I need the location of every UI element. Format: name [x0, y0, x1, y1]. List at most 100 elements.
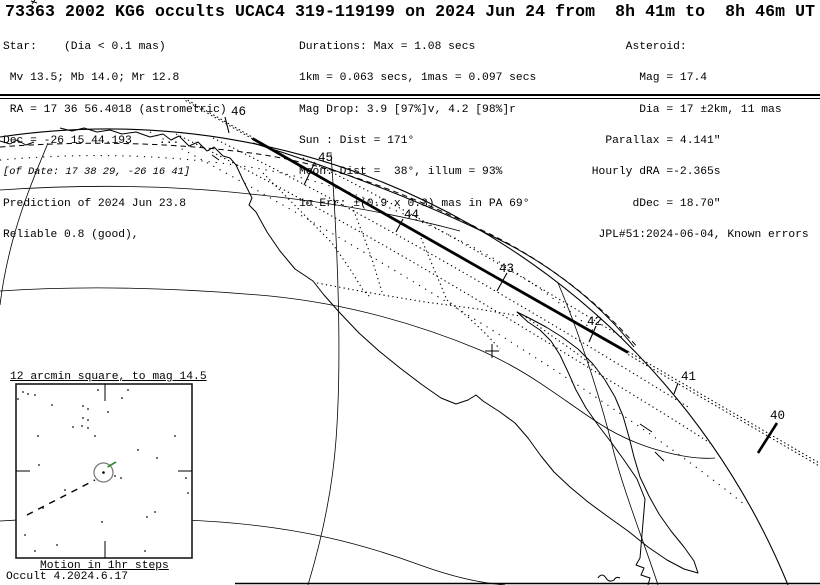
path-extension-top-b — [185, 100, 254, 140]
coast-west-na-baja-gulf — [229, 157, 699, 585]
border-rio-grande — [525, 316, 597, 369]
asteroid-line: Dia = 17 ±2km, 11 mas — [585, 103, 782, 116]
asteroid-info-column: Asteroid: Mag = 17.4 Dia = 17 ±2km, 11 m… — [585, 21, 809, 261]
field-star — [27, 393, 29, 395]
field-star — [64, 489, 66, 491]
minute-label-44: 44 — [404, 208, 419, 222]
field-star — [101, 521, 103, 523]
field-star — [107, 411, 109, 413]
star-line: Mv 13.5; Mb 14.0; Mr 12.8 — [3, 72, 180, 85]
star-info-column: Star: (Dia < 0.1 mas) Mv 13.5; Mb 14.0; … — [3, 21, 227, 261]
event-line: 1km = 0.063 secs, 1mas = 0.097 secs — [299, 72, 537, 85]
field-star — [72, 426, 74, 428]
field-star — [82, 417, 84, 419]
star-line: Prediction of 2024 Jun 23.8 — [3, 197, 187, 210]
field-star — [34, 394, 36, 396]
meridian-2 — [307, 153, 340, 585]
minute-label-45: 45 — [318, 151, 333, 165]
asteroid-line: dDec = 18.70" — [585, 197, 721, 210]
field-star — [87, 419, 89, 421]
field-star — [114, 475, 116, 477]
inset-caption: Motion in 1hr steps — [40, 560, 169, 572]
field-star — [38, 464, 40, 466]
path-extension-top-a — [183, 97, 253, 138]
minute-tick-46 — [224, 116, 230, 134]
field-star — [51, 404, 53, 406]
event-line: Durations: Max = 1.08 secs — [299, 40, 476, 53]
target-star-circle — [93, 462, 114, 483]
field-star — [22, 391, 24, 393]
minute-tick-41 — [673, 382, 679, 395]
field-star — [87, 427, 89, 429]
field-star — [82, 405, 84, 407]
minute-label-46: 46 — [231, 105, 246, 119]
field-star — [154, 511, 156, 513]
minute-label-43: 43 — [499, 262, 514, 276]
path-centerline — [251, 137, 629, 354]
target-star-dot — [102, 471, 105, 474]
event-info-column: Durations: Max = 1.08 secs 1km = 0.063 s… — [299, 21, 536, 230]
field-star — [146, 516, 148, 518]
star-line: Reliable 0.8 (good), — [3, 229, 139, 242]
event-line: Mag Drop: 3.9 [97%]v, 4.2 [98%]r — [299, 103, 516, 116]
star-line: RA = 17 36 56.4018 (astrometric) — [3, 103, 227, 116]
field-star — [56, 544, 58, 546]
field-star — [81, 425, 83, 427]
field-star — [121, 397, 123, 399]
event-line: Sun : Dist = 171° — [299, 134, 415, 147]
field-star — [87, 408, 89, 410]
inset-starfield — [17, 389, 189, 552]
header-separator-thick — [0, 94, 820, 96]
field-star — [185, 477, 187, 479]
field-star — [94, 435, 96, 437]
asteroid-line: Mag = 17.4 — [585, 72, 708, 85]
limb-inner-line — [252, 142, 635, 348]
path-extension-bottom-a — [627, 351, 820, 464]
minute-tick-43 — [496, 272, 508, 292]
field-star — [37, 435, 39, 437]
earth-limb — [0, 128, 789, 585]
page-title: 73363 2002 KG6 occults UCAC4 319-119199 … — [5, 2, 816, 21]
minute-tick-42 — [588, 325, 597, 343]
field-star — [156, 457, 158, 459]
field-star — [144, 550, 146, 552]
parallel-2 — [0, 287, 716, 459]
field-star — [137, 449, 139, 451]
border-us-mexico — [316, 282, 527, 318]
field-star — [187, 492, 189, 494]
asteroid-line: Parallax = 4.141" — [585, 134, 721, 147]
asteroid-line: Hourly dRA =-2.365s — [585, 166, 721, 179]
asteroid-line: Asteroid: — [585, 40, 687, 53]
inset-edge-ticks — [16, 384, 192, 558]
field-star — [24, 534, 26, 536]
minute-tick-40 — [756, 422, 779, 454]
star-line: Dec = -26 15 44.193 ... — [3, 134, 180, 147]
field-star — [97, 389, 99, 391]
minute-tick-45 — [303, 161, 316, 186]
field-star — [34, 550, 36, 552]
corner-mark — [30, 0, 38, 5]
border-sonora — [446, 299, 501, 350]
location-crosshair — [485, 344, 499, 358]
star-line: Star: (Dia < 0.1 mas) — [3, 40, 166, 53]
lower-limit-dotted-1 — [212, 137, 689, 408]
border-ca-nv — [262, 172, 371, 298]
field-star — [174, 435, 176, 437]
minute-label-40: 40 — [770, 409, 785, 423]
header-separator-thin — [0, 98, 820, 99]
star-line-of-date: [of Date: 17 38 29, -26 16 41] — [3, 166, 191, 179]
meridian-3 — [557, 282, 659, 585]
coast-sinaloa-lagoons — [597, 574, 621, 582]
minute-label-42: 42 — [587, 315, 602, 329]
finder-chart-inset — [15, 383, 193, 559]
field-star — [127, 389, 129, 391]
asteroid-line: JPL#51:2024-06-04, Known errors — [585, 229, 809, 242]
asteroid-motion-dashes — [26, 479, 96, 516]
gulf-island-2 — [654, 451, 665, 462]
upper-limit-dashed — [0, 142, 639, 349]
field-star — [17, 398, 19, 400]
path-extension-bottom-b — [627, 354, 820, 467]
event-line: Moon: Dist = 38°, illum = 93% — [299, 166, 503, 179]
